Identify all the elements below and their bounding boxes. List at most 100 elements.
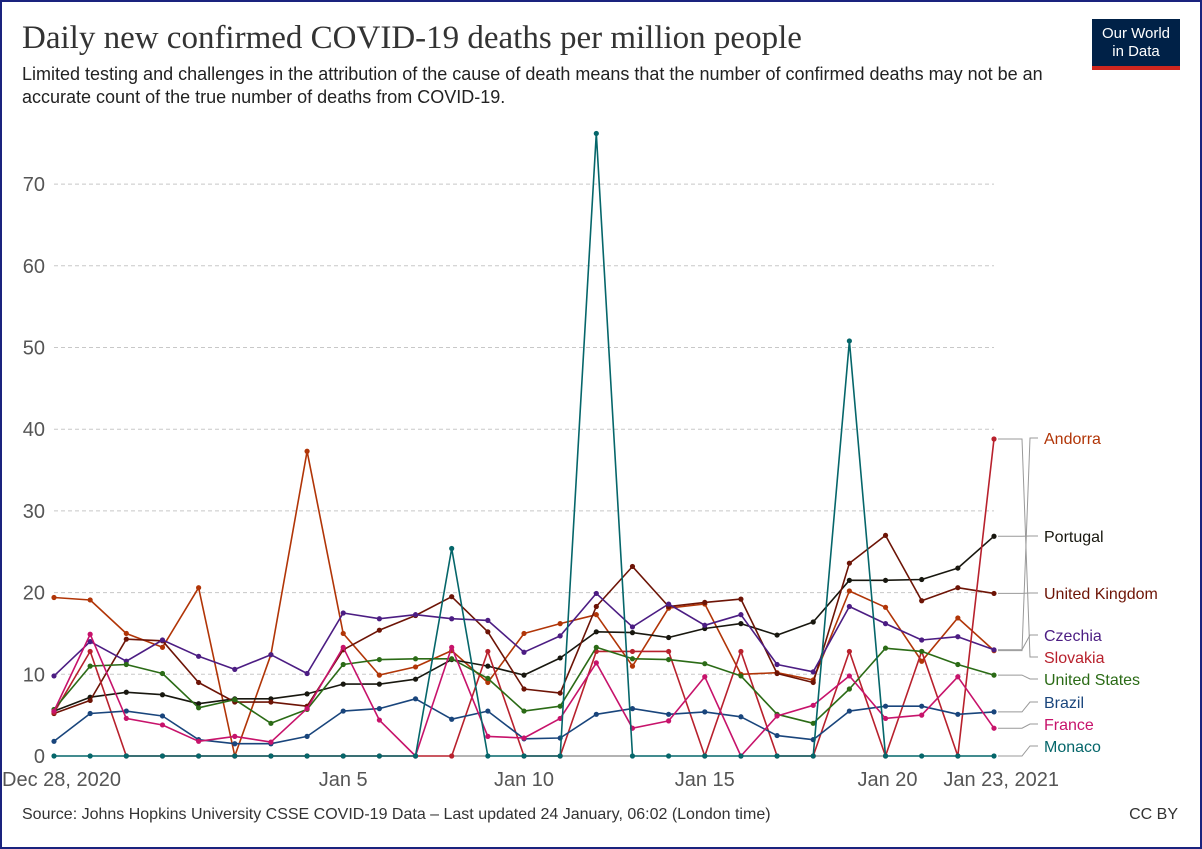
data-point-france xyxy=(51,708,57,714)
data-point-united-states xyxy=(232,697,238,703)
data-point-france xyxy=(955,674,961,680)
data-point-brazil xyxy=(412,696,419,702)
data-point-united-kingdom xyxy=(268,699,274,705)
data-point-united-states xyxy=(882,645,889,651)
data-point-france xyxy=(593,660,599,666)
data-point-united-kingdom xyxy=(702,599,708,606)
data-point-united-states xyxy=(412,656,419,662)
data-point-france xyxy=(919,712,925,718)
data-point-united-kingdom xyxy=(919,598,925,604)
data-point-portugal xyxy=(557,655,563,661)
data-point-united-states xyxy=(955,661,961,668)
leader-line-france xyxy=(998,723,1038,729)
data-point-andorra xyxy=(159,644,166,650)
data-point-czechia xyxy=(774,661,780,668)
data-point-czechia xyxy=(232,666,238,672)
data-point-monaco xyxy=(340,753,346,759)
data-point-brazil xyxy=(919,703,925,709)
data-point-czechia xyxy=(629,624,636,630)
data-point-monaco xyxy=(919,753,925,759)
data-point-portugal xyxy=(412,676,419,682)
data-point-andorra xyxy=(485,679,491,686)
data-point-united-kingdom xyxy=(955,585,961,591)
data-point-united-states xyxy=(666,656,672,663)
data-point-monaco xyxy=(882,753,889,759)
y-tick-label-20: 20 xyxy=(23,583,45,605)
data-point-brazil xyxy=(738,714,744,720)
data-point-brazil xyxy=(123,708,129,714)
x-tick-label: Jan 23, 2021 xyxy=(943,769,1059,791)
data-point-france xyxy=(882,715,889,722)
data-point-france xyxy=(87,631,93,637)
data-point-monaco xyxy=(774,753,780,759)
data-point-united-kingdom xyxy=(593,603,599,610)
data-point-monaco xyxy=(738,753,744,759)
data-point-monaco xyxy=(629,753,636,759)
data-point-portugal xyxy=(810,619,816,625)
data-point-monaco xyxy=(376,753,382,759)
data-point-portugal xyxy=(340,681,346,687)
data-point-brazil xyxy=(485,708,491,714)
data-point-brazil xyxy=(449,716,455,722)
data-point-united-kingdom xyxy=(774,670,780,677)
data-point-slovakia xyxy=(485,648,491,655)
legend-label-monaco: Monaco xyxy=(1044,739,1101,756)
data-point-czechia xyxy=(810,669,816,675)
data-point-slovakia xyxy=(629,648,636,655)
data-point-united-states xyxy=(521,708,527,714)
data-point-czechia xyxy=(882,621,889,627)
data-point-united-states xyxy=(376,656,382,663)
logo-line-2: in Data xyxy=(1112,43,1160,60)
data-point-slovakia xyxy=(449,753,455,759)
data-point-united-kingdom xyxy=(738,596,744,602)
data-point-united-states xyxy=(196,705,202,711)
data-point-czechia xyxy=(738,612,744,618)
data-point-portugal xyxy=(666,634,672,641)
y-tick-label-30: 30 xyxy=(23,501,45,523)
data-point-france xyxy=(846,673,852,679)
data-point-monaco xyxy=(87,753,93,759)
data-point-united-states xyxy=(738,673,744,679)
license-label[interactable]: CC BY xyxy=(1129,806,1178,823)
data-point-united-kingdom xyxy=(557,690,563,696)
y-tick-label-10: 10 xyxy=(23,664,45,686)
data-point-andorra xyxy=(123,630,129,637)
legend-label-france: France xyxy=(1044,717,1094,734)
data-point-france xyxy=(810,702,816,708)
source-note[interactable]: Source: Johns Hopkins University CSSE CO… xyxy=(22,806,771,823)
data-point-andorra xyxy=(304,448,310,454)
data-point-monaco xyxy=(268,753,274,759)
data-point-united-kingdom xyxy=(196,679,202,686)
data-point-france xyxy=(991,725,997,731)
data-point-brazil xyxy=(232,741,238,747)
data-point-united-states xyxy=(810,720,816,726)
data-point-monaco xyxy=(159,753,166,759)
data-point-monaco xyxy=(232,753,238,759)
leader-line-andorra xyxy=(998,437,1038,652)
data-point-andorra xyxy=(557,621,563,627)
owid-logo[interactable]: Our World in Data xyxy=(1092,19,1180,70)
data-point-monaco xyxy=(666,753,672,759)
data-point-portugal xyxy=(846,577,852,583)
data-point-portugal xyxy=(123,689,129,695)
data-point-brazil xyxy=(87,710,93,717)
data-point-slovakia xyxy=(87,648,93,655)
data-point-portugal xyxy=(738,621,744,627)
leader-line-slovakia xyxy=(998,438,1038,658)
data-point-monaco xyxy=(702,753,708,759)
data-point-portugal xyxy=(304,691,310,697)
data-point-brazil xyxy=(51,738,57,744)
data-point-united-kingdom xyxy=(629,563,636,570)
data-point-czechia xyxy=(87,639,93,645)
data-point-united-states xyxy=(159,670,166,677)
data-point-united-states xyxy=(629,656,636,662)
legend-label-andorra: Andorra xyxy=(1044,431,1101,448)
data-point-brazil xyxy=(955,711,961,717)
data-point-france xyxy=(449,644,455,650)
data-point-united-states xyxy=(123,661,129,668)
data-point-united-states xyxy=(87,663,93,669)
data-point-brazil xyxy=(702,709,708,715)
data-point-andorra xyxy=(412,664,419,670)
data-point-france xyxy=(557,715,563,722)
leader-line-monaco xyxy=(998,745,1038,757)
